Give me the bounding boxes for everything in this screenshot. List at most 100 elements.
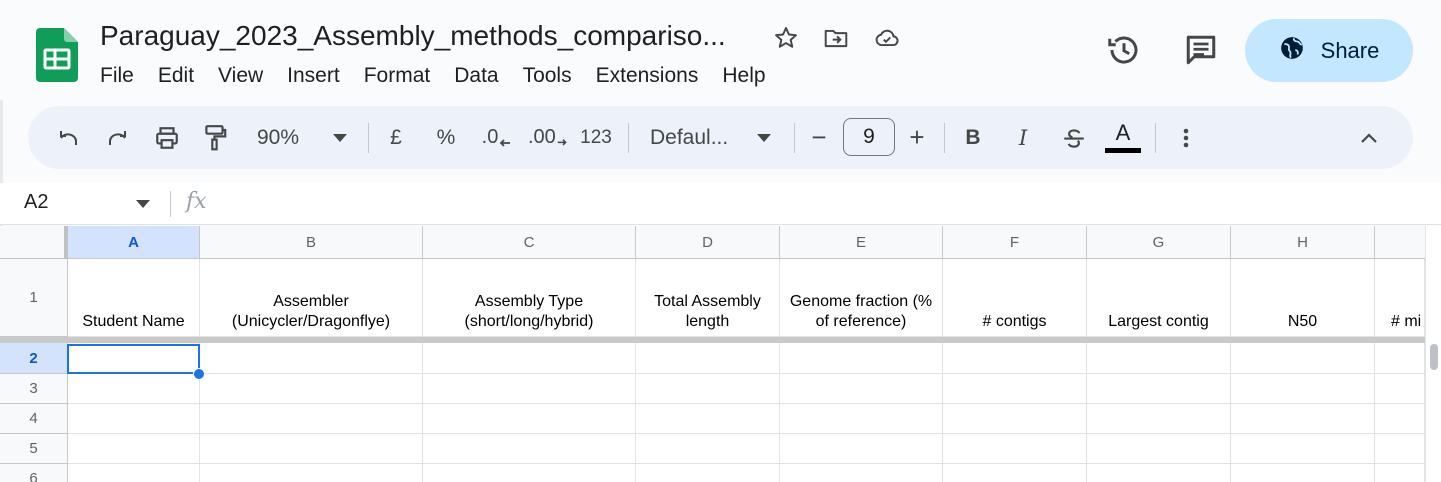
vertical-scrollbar[interactable] xyxy=(1425,226,1441,482)
cell-h1[interactable]: N50 xyxy=(1231,259,1375,337)
cell-b1[interactable]: Assembler (Unicycler/Dragonflye) xyxy=(200,259,423,337)
select-all-corner[interactable] xyxy=(0,226,68,259)
cell-i4[interactable] xyxy=(1375,404,1425,434)
cell-a6[interactable] xyxy=(68,464,200,482)
cell-f2[interactable] xyxy=(943,343,1087,374)
fill-handle[interactable] xyxy=(193,368,205,380)
font-family-select[interactable]: Defaul... xyxy=(650,125,729,149)
cell-c4[interactable] xyxy=(423,404,636,434)
cell-a4[interactable] xyxy=(68,404,200,434)
menu-view[interactable]: View xyxy=(218,64,264,87)
column-header-g[interactable]: G xyxy=(1087,226,1231,259)
cell-d4[interactable] xyxy=(636,404,780,434)
strikethrough-icon[interactable] xyxy=(1059,106,1089,169)
cell-g3[interactable] xyxy=(1087,374,1231,404)
cell-h3[interactable] xyxy=(1231,374,1375,404)
cell-i6[interactable] xyxy=(1375,464,1425,482)
redo-icon[interactable] xyxy=(102,106,132,169)
row-header-4[interactable]: 4 xyxy=(0,404,68,434)
column-header-a[interactable]: A xyxy=(68,226,200,259)
percent-format-button[interactable]: % xyxy=(436,125,456,149)
cell-f6[interactable] xyxy=(943,464,1087,482)
increase-decimal-button[interactable]: .00 xyxy=(528,106,568,169)
cell-c2[interactable] xyxy=(423,343,636,374)
zoom-select[interactable]: 90% xyxy=(256,125,300,149)
name-box-dropdown-icon[interactable] xyxy=(136,195,150,213)
name-box[interactable]: A2 xyxy=(24,191,49,213)
cell-i3[interactable] xyxy=(1375,374,1425,404)
document-title[interactable]: Paraguay_2023_Assembly_methods_compariso… xyxy=(100,20,726,51)
cell-e2[interactable] xyxy=(780,343,943,374)
cell-e5[interactable] xyxy=(780,434,943,464)
cell-d3[interactable] xyxy=(636,374,780,404)
cell-i2[interactable] xyxy=(1375,343,1425,374)
paint-format-icon[interactable] xyxy=(200,106,230,169)
cell-g6[interactable] xyxy=(1087,464,1231,482)
row-header-6[interactable]: 6 xyxy=(0,464,68,482)
column-header-e[interactable]: E xyxy=(780,226,943,259)
row-header-1[interactable]: 1 xyxy=(0,259,68,337)
decrease-decimal-button[interactable]: .0 xyxy=(480,106,514,169)
more-formats-button[interactable]: 123 xyxy=(580,126,612,148)
bold-button[interactable]: B xyxy=(965,125,981,149)
cell-b2[interactable] xyxy=(200,343,423,374)
row-header-2[interactable]: 2 xyxy=(0,343,68,374)
version-history-icon[interactable] xyxy=(1104,30,1144,70)
sheets-logo-icon[interactable] xyxy=(36,28,78,82)
cell-g2[interactable] xyxy=(1087,343,1231,374)
row-header-5[interactable]: 5 xyxy=(0,434,68,464)
comments-icon[interactable] xyxy=(1181,30,1221,70)
cell-e4[interactable] xyxy=(780,404,943,434)
cell-g4[interactable] xyxy=(1087,404,1231,434)
scrollbar-thumb[interactable] xyxy=(1430,344,1438,370)
font-size-input[interactable]: 9 xyxy=(843,118,895,156)
cell-d2[interactable] xyxy=(636,343,780,374)
cell-b3[interactable] xyxy=(200,374,423,404)
cell-g1[interactable]: Largest contig xyxy=(1087,259,1231,337)
cell-c6[interactable] xyxy=(423,464,636,482)
text-color-button[interactable]: A xyxy=(1104,106,1142,169)
cell-i1[interactable]: # mi xyxy=(1375,259,1425,337)
cell-h6[interactable] xyxy=(1231,464,1375,482)
currency-format-button[interactable]: £ xyxy=(390,125,402,149)
cell-h2[interactable] xyxy=(1231,343,1375,374)
star-icon[interactable] xyxy=(772,24,800,52)
undo-icon[interactable] xyxy=(54,106,84,169)
column-header-f[interactable]: F xyxy=(943,226,1087,259)
cell-c3[interactable] xyxy=(423,374,636,404)
menu-extensions[interactable]: Extensions xyxy=(595,64,699,87)
frozen-row-divider[interactable] xyxy=(0,337,1425,343)
cell-d5[interactable] xyxy=(636,434,780,464)
cell-a1[interactable]: Student Name xyxy=(68,259,200,337)
active-cell-selection[interactable] xyxy=(67,344,200,374)
move-folder-icon[interactable] xyxy=(822,24,850,52)
italic-button[interactable]: I xyxy=(1018,125,1028,150)
cell-e6[interactable] xyxy=(780,464,943,482)
cell-a5[interactable] xyxy=(68,434,200,464)
zoom-dropdown-icon[interactable] xyxy=(328,106,352,169)
menu-data[interactable]: Data xyxy=(454,64,499,87)
column-header-c[interactable]: C xyxy=(423,226,636,259)
column-header-b[interactable]: B xyxy=(200,226,423,259)
menu-edit[interactable]: Edit xyxy=(157,64,195,87)
cell-i5[interactable] xyxy=(1375,434,1425,464)
cell-c5[interactable] xyxy=(423,434,636,464)
cell-g5[interactable] xyxy=(1087,434,1231,464)
more-options-icon[interactable] xyxy=(1174,106,1198,169)
share-button[interactable]: Share xyxy=(1245,19,1413,82)
cell-f3[interactable] xyxy=(943,374,1087,404)
cell-b4[interactable] xyxy=(200,404,423,434)
cell-a3[interactable] xyxy=(68,374,200,404)
menu-file[interactable]: File xyxy=(100,64,134,87)
font-dropdown-icon[interactable] xyxy=(752,106,776,169)
menu-tools[interactable]: Tools xyxy=(522,64,572,87)
decrease-font-size-button[interactable]: − xyxy=(811,122,827,152)
column-header-d[interactable]: D xyxy=(636,226,780,259)
menu-insert[interactable]: Insert xyxy=(287,64,340,87)
menu-help[interactable]: Help xyxy=(722,64,766,87)
increase-font-size-button[interactable]: + xyxy=(909,122,925,152)
cell-d6[interactable] xyxy=(636,464,780,482)
cell-h5[interactable] xyxy=(1231,434,1375,464)
cell-b6[interactable] xyxy=(200,464,423,482)
print-icon[interactable] xyxy=(151,106,183,169)
